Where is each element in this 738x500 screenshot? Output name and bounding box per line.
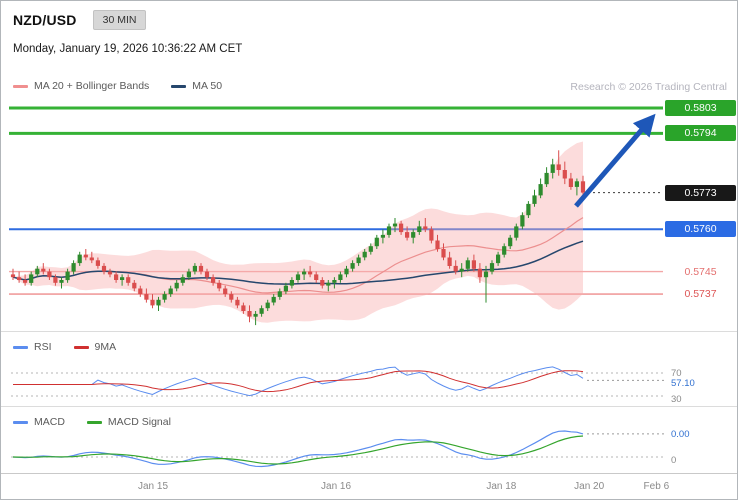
time-axis: Jan 15 Jan 16 Jan 18 Jan 20 Feb 6 xyxy=(1,473,737,499)
forecast-arrow xyxy=(574,113,656,208)
legend-swatch-icon xyxy=(86,420,102,424)
rsi-panel: RSI 9MA 70 57.10 30 xyxy=(1,331,737,407)
price-label-0.5745: 0.5745 xyxy=(684,265,717,278)
macd-legend: MACD MACD Signal xyxy=(13,416,171,428)
macd-legend-item-1: MACD Signal xyxy=(86,416,171,428)
rsi-upper-bound-label: 70 xyxy=(671,368,682,379)
interval-badge: 30 MIN xyxy=(92,10,147,30)
legend-label: MACD xyxy=(34,416,65,428)
main-legend-item-1: MA 50 xyxy=(171,80,222,92)
title-row: NZD/USD 30 MIN xyxy=(13,10,147,30)
macd-line xyxy=(12,430,584,468)
bollinger-band xyxy=(13,141,583,323)
rsi-line xyxy=(13,366,584,397)
rsi-svg xyxy=(11,366,665,397)
legend-swatch-icon xyxy=(73,345,89,349)
candles xyxy=(10,150,586,326)
legend-label: MA 20 + Bollinger Bands xyxy=(34,80,150,92)
ma50-line xyxy=(12,240,584,285)
resistance-lines xyxy=(9,106,663,135)
x-axis-label: Jan 16 xyxy=(321,481,352,492)
x-axis-label: Feb 6 xyxy=(643,481,670,492)
legend-label: MA 50 xyxy=(192,80,223,92)
legend-swatch-icon xyxy=(13,345,28,349)
legend-swatch-icon xyxy=(171,84,187,88)
macd-svg xyxy=(11,430,665,468)
rsi-9ma-line xyxy=(13,370,584,393)
main-chart-legend: MA 20 + Bollinger Bands MA 50 xyxy=(13,80,222,92)
price-label-0.5737: 0.5737 xyxy=(684,288,717,301)
main-legend-item-0: MA 20 + Bollinger Bands xyxy=(13,80,149,92)
macd-legend-item-0: MACD xyxy=(13,416,65,428)
price-chart-panel: MA 20 + Bollinger Bands MA 50 Research © … xyxy=(1,71,737,331)
rsi-lower-bound-label: 30 xyxy=(671,394,682,405)
legend-label: RSI xyxy=(34,341,52,353)
rsi-legend-item-0: RSI xyxy=(13,341,52,353)
chart-header: NZD/USD 30 MIN Monday, January 19, 2026 … xyxy=(1,1,737,71)
macd-current-value-label: 0.00 xyxy=(671,428,690,440)
legend-swatch-icon xyxy=(13,84,28,88)
price-chart-svg xyxy=(9,106,663,326)
rsi-gridlines xyxy=(11,372,665,397)
legend-swatch-icon xyxy=(13,420,28,424)
symbol-title: NZD/USD xyxy=(13,12,77,28)
rsi-legend: RSI 9MA xyxy=(13,341,116,353)
price-label-0.5773: 0.5773 xyxy=(665,184,736,201)
price-label-0.5760: 0.5760 xyxy=(665,221,736,238)
macd-zero-label: 0 xyxy=(671,455,677,466)
macd-panel: MACD MACD Signal 0.00 0 xyxy=(1,406,737,474)
legend-label: MACD Signal xyxy=(107,416,171,428)
x-axis-label: Jan 18 xyxy=(486,481,517,492)
x-axis-label: Jan 20 xyxy=(574,481,605,492)
price-label-0.5794: 0.5794 xyxy=(665,125,736,142)
research-credit: Research © 2026 Trading Central xyxy=(570,81,727,93)
legend-label: 9MA xyxy=(94,341,117,353)
datetime-label: Monday, January 19, 2026 10:36:22 AM CET xyxy=(13,43,243,55)
rsi-current-value-label: 57.10 xyxy=(671,378,695,390)
macd-signal-line xyxy=(12,435,584,465)
x-axis-label: Jan 15 xyxy=(138,481,169,492)
rsi-legend-item-1: 9MA xyxy=(73,341,117,353)
price-label-0.5803: 0.5803 xyxy=(665,100,736,116)
